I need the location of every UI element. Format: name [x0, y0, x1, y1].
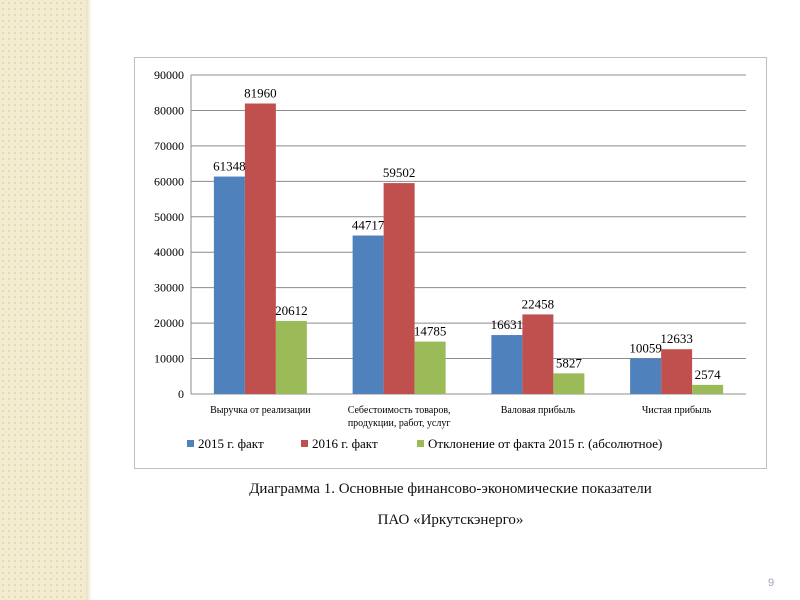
y-tick-label: 40000 — [154, 245, 184, 259]
y-tick-label: 10000 — [154, 352, 184, 366]
y-tick-label: 90000 — [154, 68, 184, 82]
data-label: 2574 — [695, 367, 722, 382]
y-tick-label: 30000 — [154, 281, 184, 295]
data-label: 59502 — [383, 165, 416, 180]
chart-frame: 0 10000 20000 30000 40000 50000 60000 70000 8000… — [134, 57, 767, 469]
bar — [213, 176, 245, 394]
data-label: 81960 — [244, 85, 277, 100]
legend-swatch — [417, 440, 424, 447]
bar — [522, 314, 554, 394]
y-tick-label: 80000 — [154, 103, 184, 117]
data-label: 14785 — [414, 324, 447, 339]
y-tick-label: 50000 — [154, 210, 184, 224]
bar — [630, 358, 662, 394]
data-label: 12633 — [660, 331, 693, 346]
bar — [491, 335, 523, 394]
x-tick-label: Чистая прибыль — [642, 405, 712, 416]
x-tick-label: продукции, работ, услуг — [348, 418, 451, 429]
data-label: 20612 — [275, 303, 308, 318]
legend-swatch — [301, 440, 308, 447]
x-tick-label: Выручка от реализации — [210, 405, 311, 416]
y-tick-label: 0 — [178, 387, 184, 401]
x-tick-label: Себестоимость товаров, — [348, 405, 451, 416]
page-number: 9 — [768, 577, 775, 589]
bar — [414, 341, 446, 394]
bar — [275, 320, 307, 394]
bar — [692, 384, 724, 394]
chart-caption-line1: Диаграмма 1. Основные финансово-экономич… — [249, 481, 652, 497]
bar-chart: 0 10000 20000 30000 40000 50000 60000 70000 8000… — [154, 68, 746, 451]
bar — [661, 349, 693, 394]
bar — [244, 103, 276, 395]
data-label: 10059 — [629, 340, 662, 355]
y-tick-label: 60000 — [154, 174, 184, 188]
legend-label: 2015 г. факт — [198, 436, 264, 451]
data-label: 22458 — [522, 296, 555, 311]
data-label: 5827 — [556, 355, 583, 370]
decorative-side-strip — [0, 0, 86, 600]
data-label: 16631 — [491, 317, 524, 332]
y-tick-label: 20000 — [154, 316, 184, 330]
side-strip-edge — [86, 0, 92, 600]
legend-swatch — [187, 440, 194, 447]
chart-caption-line2: ПАО «Иркутскэнерго» — [377, 512, 524, 528]
y-tick-label: 70000 — [154, 139, 184, 153]
bar — [553, 373, 585, 394]
x-tick-label: Валовая прибыль — [501, 405, 576, 416]
data-label: 44717 — [352, 218, 385, 233]
bar — [352, 235, 384, 394]
legend-label: 2016 г. факт — [312, 436, 378, 451]
data-label: 61348 — [213, 159, 246, 174]
bar — [383, 183, 415, 394]
legend-label: Отклонение от факта 2015 г. (абсолютное) — [428, 436, 662, 451]
